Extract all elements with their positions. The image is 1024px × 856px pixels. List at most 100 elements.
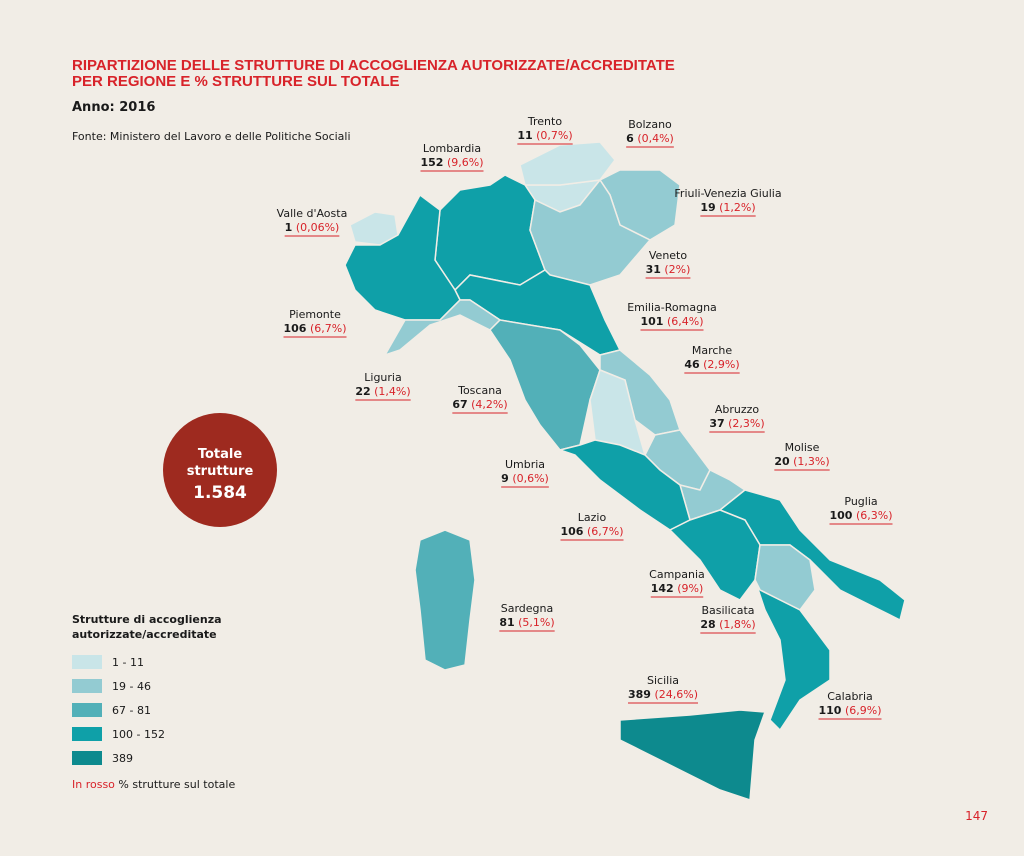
- region-pct: (6,4%): [667, 315, 704, 328]
- legend-title: Strutture di accoglienza: [72, 613, 222, 626]
- region-pct: (2,3%): [728, 417, 765, 430]
- legend-swatch: [72, 703, 102, 717]
- region-name: Friuli-Venezia Giulia: [674, 187, 781, 200]
- region-count: 106: [284, 322, 307, 335]
- region-name: Veneto: [649, 249, 687, 262]
- legend-swatch: [72, 655, 102, 669]
- region-pct: (4,2%): [471, 398, 508, 411]
- year: Anno: 2016: [72, 100, 155, 115]
- region-value: 389 (24,6%): [628, 688, 698, 701]
- legend: 1 - 11 19 - 46 67 - 81 100 - 152 389: [72, 655, 165, 765]
- region-name: Puglia: [844, 495, 877, 508]
- region-count: 110: [819, 704, 842, 717]
- region-pct: (6,9%): [845, 704, 882, 717]
- region-pct: (9%): [677, 582, 703, 595]
- legend-swatch: [72, 751, 102, 765]
- region: [489, 319, 601, 451]
- note-red: In rosso: [72, 778, 115, 791]
- region: [344, 193, 461, 321]
- region-pct: (9,6%): [447, 156, 484, 169]
- region-value: 101 (6,4%): [641, 315, 704, 328]
- legend-swatch: [72, 679, 102, 693]
- region-value: 37 (2,3%): [709, 417, 764, 430]
- region-count: 81: [499, 616, 514, 629]
- region-name: Molise: [785, 441, 820, 454]
- region-count: 389: [628, 688, 651, 701]
- region-name: Abruzzo: [715, 403, 760, 416]
- region-pct: (0,6%): [512, 472, 549, 485]
- region: [619, 709, 767, 802]
- region-pct: (1,2%): [719, 201, 756, 214]
- region-name: Umbria: [505, 458, 545, 471]
- region-value: 106 (6,7%): [561, 525, 624, 538]
- region-pct: (24,6%): [654, 688, 698, 701]
- region-value: 1 (0,06%): [285, 221, 340, 234]
- region-count: 9: [501, 472, 509, 485]
- region-count: 37: [709, 417, 724, 430]
- region-name: Toscana: [457, 384, 502, 397]
- region-pct: (5,1%): [518, 616, 555, 629]
- total-label: strutture: [187, 464, 254, 479]
- legend-title: autorizzate/accreditate: [72, 628, 217, 641]
- region-pct: (6,3%): [856, 509, 893, 522]
- region-count: 106: [561, 525, 584, 538]
- page-number: 147: [965, 809, 988, 823]
- legend-label: 67 - 81: [112, 704, 151, 717]
- total-value: 1.584: [193, 483, 247, 503]
- region-value: 81 (5,1%): [499, 616, 554, 629]
- region-name: Emilia-Romagna: [627, 301, 717, 314]
- region: [434, 174, 546, 292]
- region-count: 28: [700, 618, 715, 631]
- region-value: 100 (6,3%): [830, 509, 893, 522]
- region-count: 6: [626, 132, 634, 145]
- region-value: 19 (1,2%): [700, 201, 755, 214]
- region-pct: (1,3%): [793, 455, 830, 468]
- note-text: % strutture sul totale: [118, 778, 235, 791]
- region-value: 11 (0,7%): [517, 129, 572, 142]
- region-name: Bolzano: [628, 118, 672, 131]
- region-count: 31: [646, 263, 661, 276]
- region-name: Piemonte: [289, 308, 341, 321]
- region-value: 142 (9%): [651, 582, 704, 595]
- map: [344, 141, 906, 802]
- region-count: 101: [641, 315, 664, 328]
- region-count: 100: [830, 509, 853, 522]
- legend-label: 1 - 11: [112, 656, 144, 669]
- region-value: 6 (0,4%): [626, 132, 674, 145]
- region-pct: (2,9%): [703, 358, 740, 371]
- legend-label: 389: [112, 752, 133, 765]
- title: RIPARTIZIONE DELLE STRUTTURE DI ACCOGLIE…: [72, 57, 675, 74]
- legend-label: 100 - 152: [112, 728, 165, 741]
- region-count: 22: [355, 385, 370, 398]
- region-name: Marche: [692, 344, 733, 357]
- title: PER REGIONE E % STRUTTURE SUL TOTALE: [72, 73, 400, 90]
- region-value: 20 (1,3%): [774, 455, 829, 468]
- region-count: 67: [452, 398, 467, 411]
- region-count: 11: [517, 129, 532, 142]
- region-value: 46 (2,9%): [684, 358, 739, 371]
- region-pct: (1,4%): [374, 385, 411, 398]
- region-name: Sardegna: [501, 602, 554, 615]
- region-name: Campania: [649, 568, 705, 581]
- note: In rosso % strutture sul totale: [72, 778, 235, 791]
- region-value: 110 (6,9%): [819, 704, 882, 717]
- region-name: Calabria: [827, 690, 873, 703]
- region-value: 9 (0,6%): [501, 472, 549, 485]
- source: Fonte: Ministero del Lavoro e delle Poli…: [72, 130, 351, 143]
- region-pct: (1,8%): [719, 618, 756, 631]
- region-count: 19: [700, 201, 715, 214]
- region-pct: (6,7%): [310, 322, 347, 335]
- region-value: 22 (1,4%): [355, 385, 410, 398]
- region-name: Lombardia: [423, 142, 481, 155]
- region-name: Trento: [527, 115, 562, 128]
- region-name: Lazio: [578, 511, 607, 524]
- region-pct: (0,7%): [536, 129, 573, 142]
- region: [754, 579, 831, 732]
- region-value: 28 (1,8%): [700, 618, 755, 631]
- region-name: Basilicata: [701, 604, 754, 617]
- region-count: 1: [285, 221, 293, 234]
- region-count: 46: [684, 358, 700, 371]
- region-pct: (2%): [664, 263, 690, 276]
- total-label: Totale: [198, 447, 243, 462]
